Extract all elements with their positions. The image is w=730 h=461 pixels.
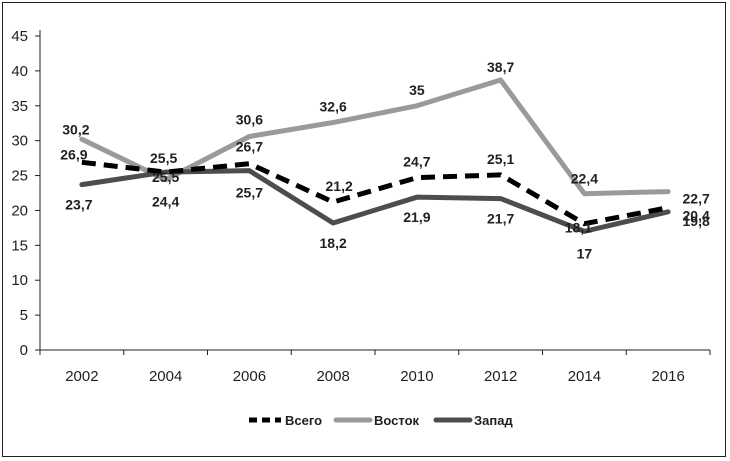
x-tick-label: 2014 (568, 368, 601, 385)
x-tick-label: 2006 (233, 368, 266, 385)
data-label: 35 (409, 82, 425, 98)
x-tick-label: 2004 (149, 368, 182, 385)
data-labels: 26,9 25,5 26,7 21,2 24,7 25,1 18,1 20,4 30,2 24,4… (60, 59, 710, 261)
data-label: 18,1 (565, 220, 592, 236)
data-label: 20,4 (683, 208, 710, 224)
y-tick-label: 25 (11, 168, 28, 185)
data-label: 21,2 (326, 178, 353, 194)
y-tick-label: 10 (11, 272, 28, 289)
legend: Всего Восток Запад (249, 413, 513, 428)
data-label: 19,8 (683, 213, 710, 229)
data-label: 18,2 (320, 235, 347, 251)
y-tick-label: 5 (20, 307, 28, 324)
y-tick-label: 20 (11, 202, 28, 219)
y-tick-label: 35 (11, 98, 28, 115)
data-label: 24,7 (403, 154, 430, 170)
axes (39, 30, 710, 351)
x-tick-labels: 2002 2004 2006 2008 2010 2012 2014 2016 (39, 350, 711, 385)
data-label: 30,2 (62, 121, 89, 137)
data-label: 22,4 (571, 171, 598, 187)
data-label: 38,7 (487, 59, 514, 75)
data-label: 24,4 (152, 194, 179, 210)
data-label: 30,6 (236, 111, 263, 127)
data-label: 21,9 (403, 209, 430, 225)
x-tick-label: 2008 (316, 368, 349, 385)
series-lines (79, 77, 671, 234)
data-label: 17 (577, 245, 593, 261)
chart-frame (2, 2, 726, 457)
legend-label: Восток (374, 413, 420, 428)
data-label: 25,5 (152, 169, 179, 185)
series-line-0 (81, 159, 669, 227)
y-tick-label: 40 (11, 63, 28, 80)
x-tick-label: 2016 (651, 368, 684, 385)
data-label: 22,7 (683, 191, 710, 207)
x-tick-label: 2002 (65, 368, 98, 385)
data-label: 21,7 (487, 211, 514, 227)
data-label: 32,6 (320, 99, 347, 115)
data-label: 23,7 (65, 197, 92, 213)
y-tick-label: 0 (20, 342, 28, 359)
data-label: 25,7 (236, 185, 263, 201)
y-tick-label: 15 (11, 237, 28, 254)
data-label: 26,9 (60, 146, 87, 162)
x-tick-label: 2010 (400, 368, 433, 385)
x-tick-label: 2012 (484, 368, 517, 385)
y-tick-labels: 0 5 10 15 20 25 30 35 40 45 (11, 28, 40, 359)
legend-label: Запад (474, 413, 513, 428)
data-label: 26,7 (236, 139, 263, 155)
data-label: 25,1 (487, 151, 514, 167)
data-label: 25,5 (150, 150, 177, 166)
legend-label: Всего (285, 413, 322, 428)
y-tick-label: 45 (11, 28, 28, 45)
y-tick-label: 30 (11, 133, 28, 150)
